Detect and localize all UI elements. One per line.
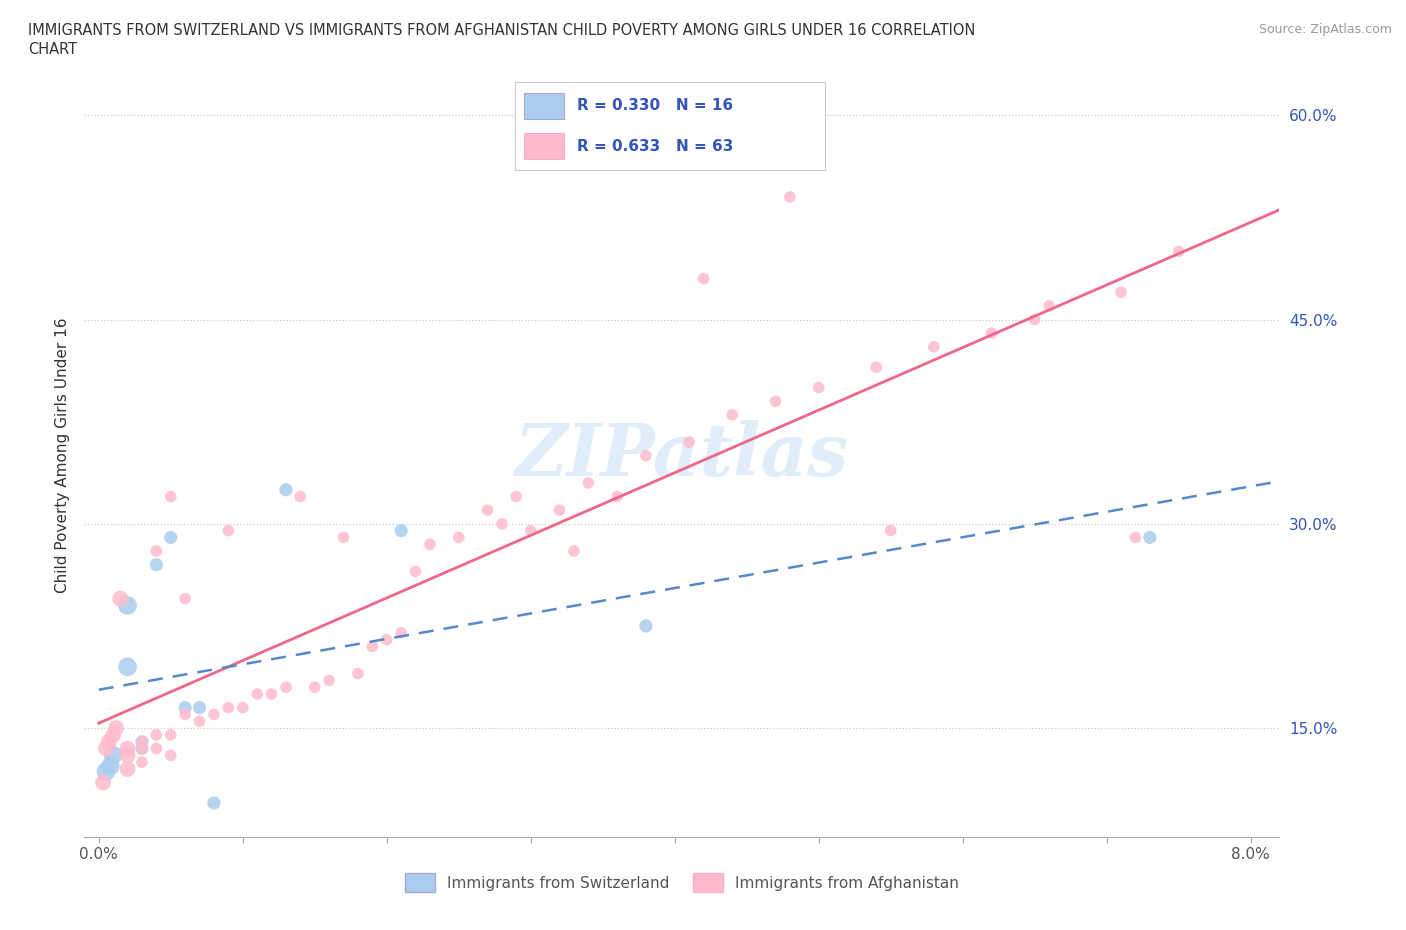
Point bbox=[117, 598, 139, 613]
Point bbox=[145, 741, 167, 756]
Point bbox=[145, 543, 167, 558]
Point bbox=[131, 741, 153, 756]
Point bbox=[721, 407, 744, 422]
Point bbox=[304, 680, 326, 695]
Point bbox=[576, 475, 599, 490]
Point bbox=[98, 759, 121, 774]
Point bbox=[159, 727, 181, 742]
Point bbox=[101, 727, 124, 742]
Point bbox=[246, 686, 269, 701]
Point bbox=[232, 700, 254, 715]
Point bbox=[405, 564, 427, 578]
Point bbox=[117, 741, 139, 756]
Point bbox=[131, 735, 153, 750]
Point bbox=[94, 741, 117, 756]
Point bbox=[217, 700, 239, 715]
Point bbox=[361, 639, 384, 654]
Point bbox=[202, 795, 225, 810]
Point bbox=[188, 714, 211, 729]
Point bbox=[980, 326, 1002, 340]
Point bbox=[634, 618, 657, 633]
Point bbox=[159, 489, 181, 504]
Point bbox=[1167, 244, 1189, 259]
Point bbox=[678, 434, 700, 449]
Point bbox=[174, 707, 197, 722]
Point bbox=[419, 537, 441, 551]
Point bbox=[347, 666, 370, 681]
Point bbox=[117, 748, 139, 763]
Point bbox=[562, 543, 585, 558]
Point bbox=[765, 393, 787, 408]
Point bbox=[318, 673, 340, 688]
Point bbox=[94, 764, 117, 779]
Text: ZIPatlas: ZIPatlas bbox=[515, 420, 849, 491]
Point bbox=[548, 503, 571, 518]
Point bbox=[159, 530, 181, 545]
Point bbox=[332, 530, 354, 545]
Point bbox=[174, 700, 197, 715]
Point bbox=[1109, 285, 1132, 299]
Point bbox=[174, 591, 197, 606]
Point bbox=[97, 735, 120, 750]
Point bbox=[101, 748, 124, 763]
Point bbox=[274, 483, 297, 498]
Point bbox=[634, 448, 657, 463]
Point bbox=[188, 700, 211, 715]
Point bbox=[202, 707, 225, 722]
Point bbox=[131, 741, 153, 756]
Point bbox=[779, 190, 801, 205]
Point bbox=[519, 524, 541, 538]
Y-axis label: Child Poverty Among Girls Under 16: Child Poverty Among Girls Under 16 bbox=[55, 318, 70, 593]
Point bbox=[807, 380, 830, 395]
Point bbox=[1024, 312, 1046, 327]
Point bbox=[606, 489, 628, 504]
Point bbox=[105, 721, 128, 736]
Legend: Immigrants from Switzerland, Immigrants from Afghanistan: Immigrants from Switzerland, Immigrants … bbox=[398, 867, 966, 898]
Point bbox=[217, 524, 239, 538]
Point bbox=[1139, 530, 1161, 545]
Point bbox=[375, 632, 398, 647]
Point bbox=[117, 762, 139, 777]
Point bbox=[274, 680, 297, 695]
Point bbox=[117, 659, 139, 674]
Point bbox=[491, 516, 513, 531]
Text: CHART: CHART bbox=[28, 42, 77, 57]
Point bbox=[131, 735, 153, 750]
Text: Source: ZipAtlas.com: Source: ZipAtlas.com bbox=[1258, 23, 1392, 36]
Point bbox=[159, 748, 181, 763]
Point bbox=[505, 489, 527, 504]
Point bbox=[131, 754, 153, 769]
Point bbox=[260, 686, 283, 701]
Point bbox=[389, 524, 412, 538]
Point bbox=[879, 524, 901, 538]
Point bbox=[1038, 299, 1060, 313]
Point bbox=[145, 557, 167, 572]
Point bbox=[865, 360, 887, 375]
Point bbox=[91, 775, 114, 790]
Point bbox=[1125, 530, 1147, 545]
Point bbox=[290, 489, 312, 504]
Point bbox=[110, 591, 132, 606]
Point bbox=[145, 727, 167, 742]
Point bbox=[692, 272, 714, 286]
Point bbox=[922, 339, 945, 354]
Point bbox=[477, 503, 499, 518]
Point bbox=[389, 625, 412, 640]
Point bbox=[447, 530, 470, 545]
Text: IMMIGRANTS FROM SWITZERLAND VS IMMIGRANTS FROM AFGHANISTAN CHILD POVERTY AMONG G: IMMIGRANTS FROM SWITZERLAND VS IMMIGRANT… bbox=[28, 23, 976, 38]
